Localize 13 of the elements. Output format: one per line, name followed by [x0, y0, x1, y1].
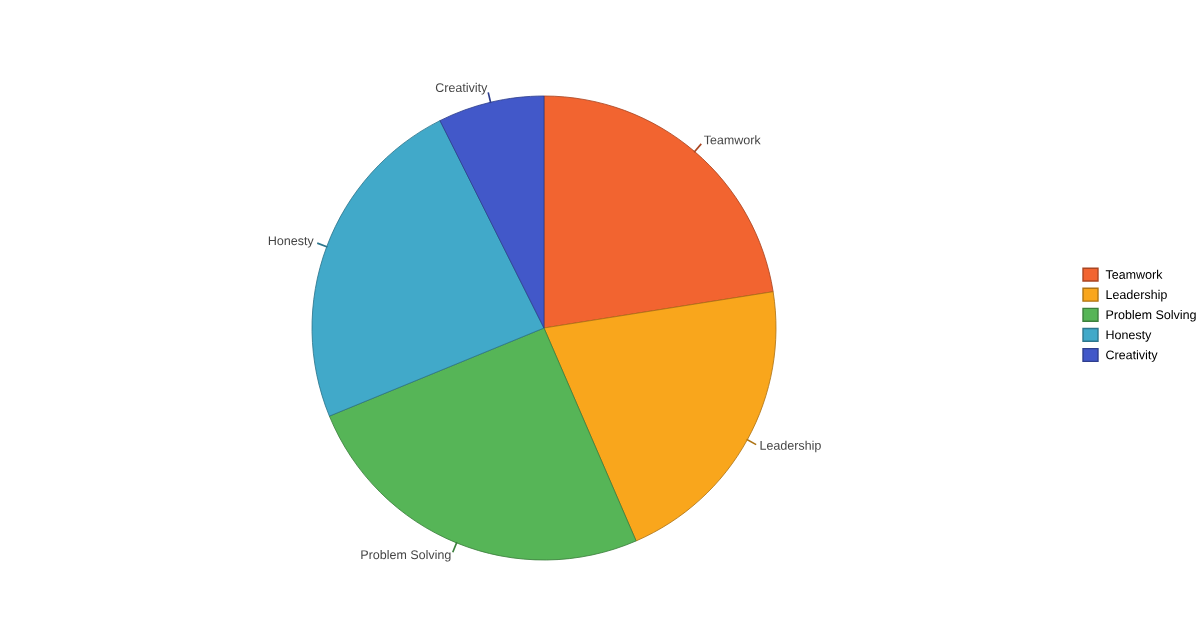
legend-label: Teamwork	[1105, 269, 1163, 279]
slice-label: Leadership	[760, 440, 821, 453]
slice-label: Creativity	[435, 82, 488, 95]
slice-label: Teamwork	[703, 135, 761, 145]
legend-label: Honesty	[1106, 330, 1152, 342]
legend-label: Problem Solving	[1106, 309, 1196, 322]
pie-slice	[328, 327, 637, 561]
legend-label: Leadership	[1106, 289, 1167, 302]
slice-label: Honesty	[268, 236, 314, 248]
pie-slice	[543, 95, 774, 329]
legend-label: Creativity	[1106, 350, 1158, 362]
pie-slice	[439, 95, 545, 329]
slice-label: Problem Solving	[361, 549, 451, 562]
